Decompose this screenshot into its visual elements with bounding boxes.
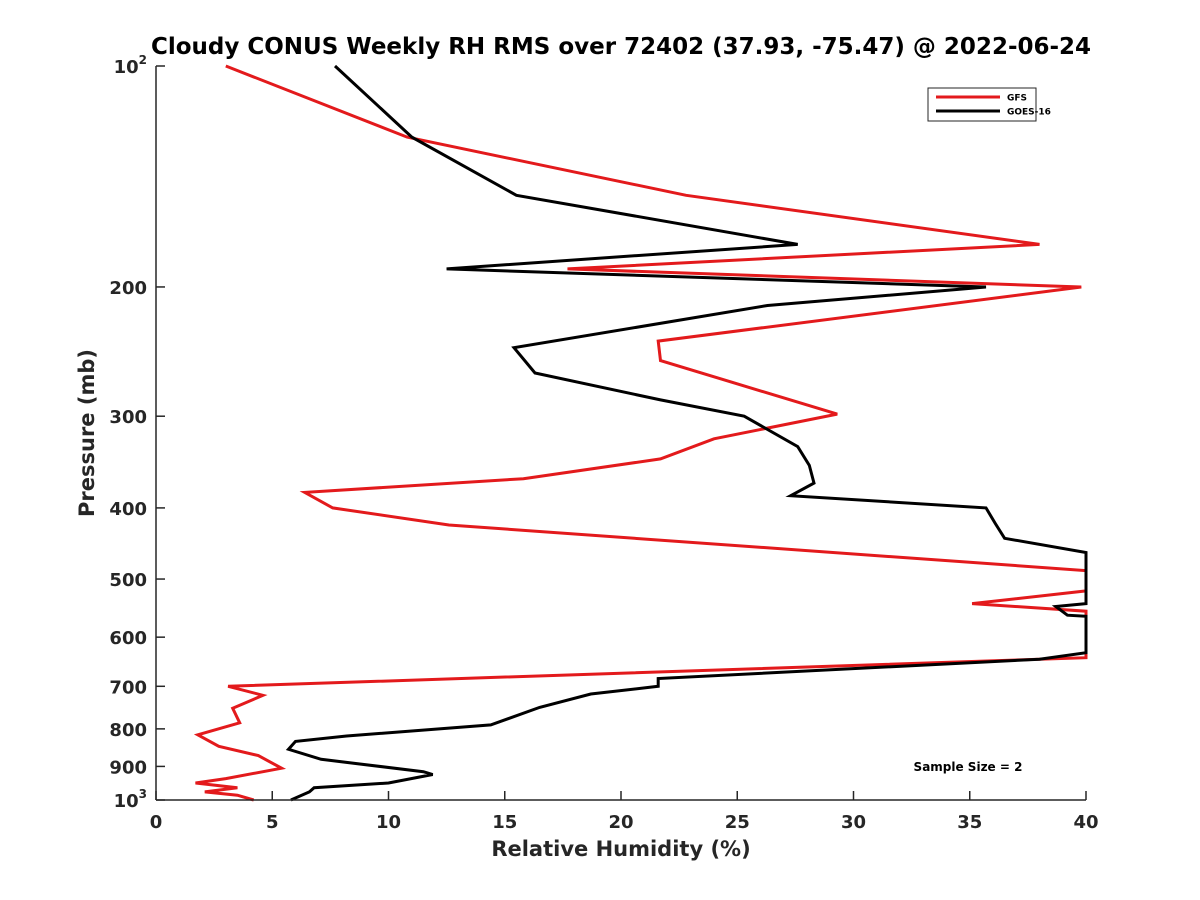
- y-tick-label: 102: [114, 53, 147, 78]
- legend-entry-label: GOES-16: [1007, 108, 1051, 118]
- x-tick-label: 35: [957, 812, 982, 833]
- y-tick-label: 600: [109, 628, 147, 649]
- y-tick-label: 800: [109, 720, 147, 741]
- y-tick-label: 300: [109, 407, 147, 428]
- legend-box: [927, 87, 1037, 122]
- y-tick-label: 400: [109, 499, 147, 520]
- x-tick-label: 10: [376, 812, 401, 833]
- x-tick-label: 5: [266, 812, 279, 833]
- x-tick-label: 20: [608, 812, 633, 833]
- plot-area: [193, 64, 1088, 802]
- sample-size-annotation: Sample Size = 2: [914, 760, 1023, 774]
- y-tick-label: 900: [109, 757, 147, 778]
- y-tick-exponent: 2: [139, 53, 147, 67]
- x-tick-label: 40: [1073, 812, 1098, 833]
- y-tick-label: 700: [109, 677, 147, 698]
- series-line-gfs: [193, 64, 1088, 802]
- x-tick-label: 30: [841, 812, 866, 833]
- x-tick-label: 25: [725, 812, 750, 833]
- axes: 0 5 10 15 20 25 30 35 40102200300400500600700800…: [109, 53, 1098, 833]
- y-tick-exponent: 3: [139, 787, 147, 801]
- y-axis-label: Pressure (mb): [75, 349, 99, 517]
- y-tick-base: 10: [114, 791, 139, 812]
- chart-title: Cloudy CONUS Weekly RH RMS over 72402 (3…: [151, 34, 1091, 60]
- legend-entry-label: GFS: [1007, 94, 1027, 104]
- x-tick-label: 0: [150, 812, 163, 833]
- series-line-goes-16: [285, 64, 1088, 802]
- legend: GFS GOES-16: [927, 87, 1051, 122]
- y-tick-label: 500: [109, 570, 147, 591]
- y-tick-label: 103: [114, 787, 147, 812]
- x-axis-label: Relative Humidity (%): [491, 837, 750, 861]
- x-tick-label: 15: [492, 812, 517, 833]
- y-tick-label: 200: [109, 278, 147, 299]
- y-tick-base: 10: [114, 57, 139, 78]
